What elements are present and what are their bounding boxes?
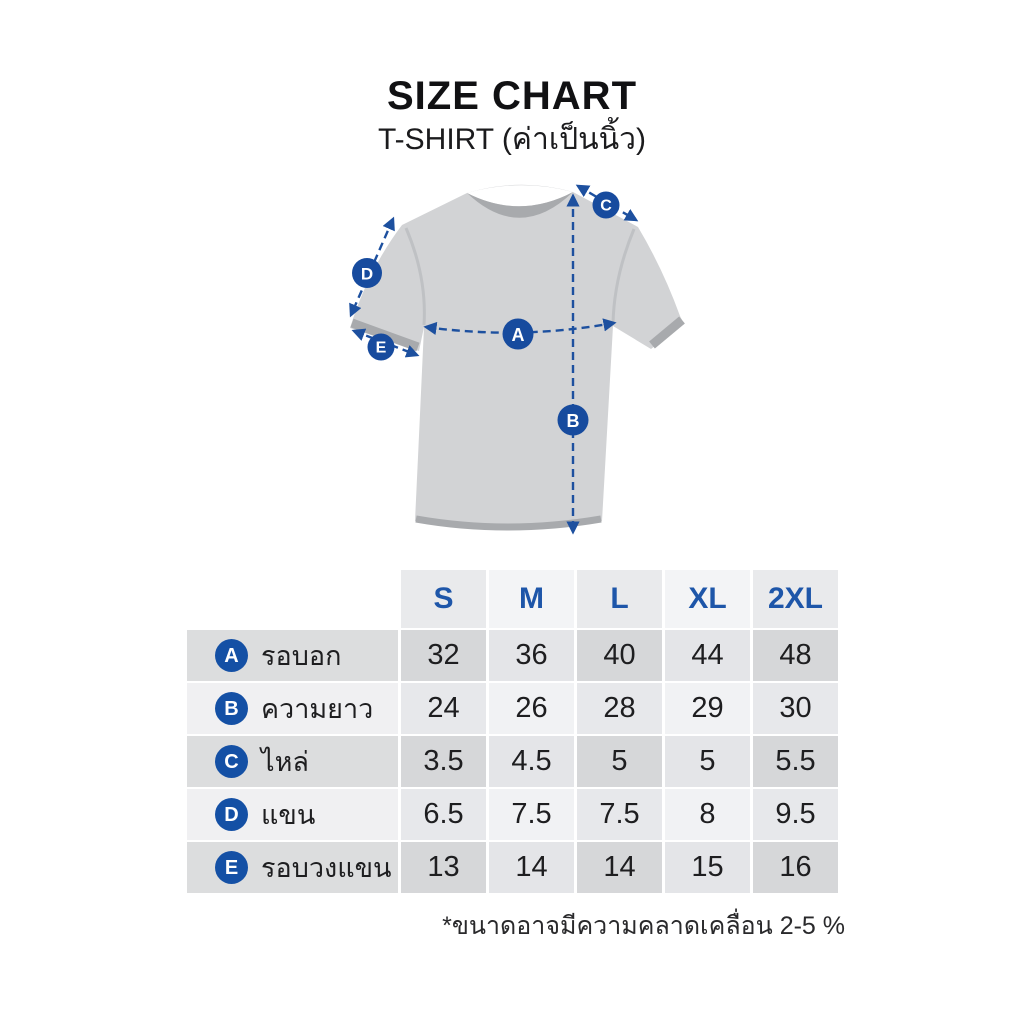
- row-e-label-text: รอบวงแขน: [261, 853, 392, 883]
- value-d-xl: 8: [665, 789, 750, 840]
- value-b-xl: 29: [665, 683, 750, 734]
- value-d-2xl: 9.5: [753, 789, 838, 840]
- value-b-s: 24: [401, 683, 486, 734]
- value-a-xl: 44: [665, 630, 750, 681]
- marker-a-label: A: [512, 325, 525, 345]
- value-c-2xl: 5.5: [753, 736, 838, 787]
- value-a-2xl: 48: [753, 630, 838, 681]
- marker-b-badge: B: [557, 404, 589, 436]
- marker-d-badge: D: [352, 258, 382, 288]
- marker-a-badge: A: [502, 318, 534, 350]
- row-label-c: C ไหล่: [187, 736, 398, 787]
- size-col-header-s: S: [401, 570, 486, 628]
- value-a-m: 36: [489, 630, 574, 681]
- value-c-xl: 5: [665, 736, 750, 787]
- tshirt-measurement-diagram: A B C D E: [330, 165, 710, 555]
- row-b-badge: B: [215, 692, 248, 725]
- value-e-xl: 15: [665, 842, 750, 893]
- marker-e-label: E: [376, 340, 387, 357]
- value-c-s: 3.5: [401, 736, 486, 787]
- value-b-2xl: 30: [753, 683, 838, 734]
- row-d-badge: D: [215, 798, 248, 831]
- value-d-m: 7.5: [489, 789, 574, 840]
- marker-d-label: D: [361, 265, 373, 284]
- right-sleeve-seam: [611, 228, 636, 325]
- value-c-m: 4.5: [489, 736, 574, 787]
- row-c-badge: C: [215, 745, 248, 778]
- value-a-l: 40: [577, 630, 662, 681]
- page-subtitle: T-SHIRT (ค่าเป็นนิ้ว): [378, 123, 646, 156]
- row-c-label-text: ไหล่: [261, 747, 309, 777]
- size-table: S M L XL 2XL A รอบอก 32 36 40 44 48 B คว…: [187, 570, 838, 893]
- value-c-l: 5: [577, 736, 662, 787]
- row-label-b: B ความยาว: [187, 683, 398, 734]
- size-col-header-m: M: [489, 570, 574, 628]
- value-e-s: 13: [401, 842, 486, 893]
- table-corner-cell: [187, 570, 398, 628]
- row-label-e: E รอบวงแขน: [187, 842, 398, 893]
- value-e-2xl: 16: [753, 842, 838, 893]
- size-col-header-l: L: [577, 570, 662, 628]
- row-b-label-text: ความยาว: [261, 694, 374, 724]
- marker-b-label: B: [567, 411, 580, 431]
- tshirt-illustration: A B C D E: [349, 184, 685, 535]
- row-a-badge: A: [215, 639, 248, 672]
- size-col-header-xl: XL: [665, 570, 750, 628]
- value-d-l: 7.5: [577, 789, 662, 840]
- value-a-s: 32: [401, 630, 486, 681]
- left-sleeve-seam: [404, 227, 426, 326]
- value-d-s: 6.5: [401, 789, 486, 840]
- value-b-m: 26: [489, 683, 574, 734]
- size-col-header-2xl: 2XL: [753, 570, 838, 628]
- value-e-m: 14: [489, 842, 574, 893]
- row-e-badge: E: [215, 851, 248, 884]
- right-cuff-band: [649, 316, 685, 349]
- page-title: SIZE CHART: [387, 74, 637, 118]
- marker-e-badge: E: [367, 333, 395, 361]
- row-a-label-text: รอบอก: [261, 641, 342, 671]
- marker-c-label: C: [600, 198, 612, 215]
- row-d-label-text: แขน: [261, 800, 316, 830]
- row-label-a: A รอบอก: [187, 630, 398, 681]
- collar-band: [467, 192, 573, 218]
- neck-hole: [467, 185, 573, 207]
- shirt-body: [350, 184, 684, 529]
- value-e-l: 14: [577, 842, 662, 893]
- value-b-l: 28: [577, 683, 662, 734]
- row-label-d: D แขน: [187, 789, 398, 840]
- marker-c-badge: C: [592, 191, 620, 219]
- tolerance-footnote: *ขนาดอาจมีความคลาดเคลื่อน 2-5 %: [442, 912, 845, 940]
